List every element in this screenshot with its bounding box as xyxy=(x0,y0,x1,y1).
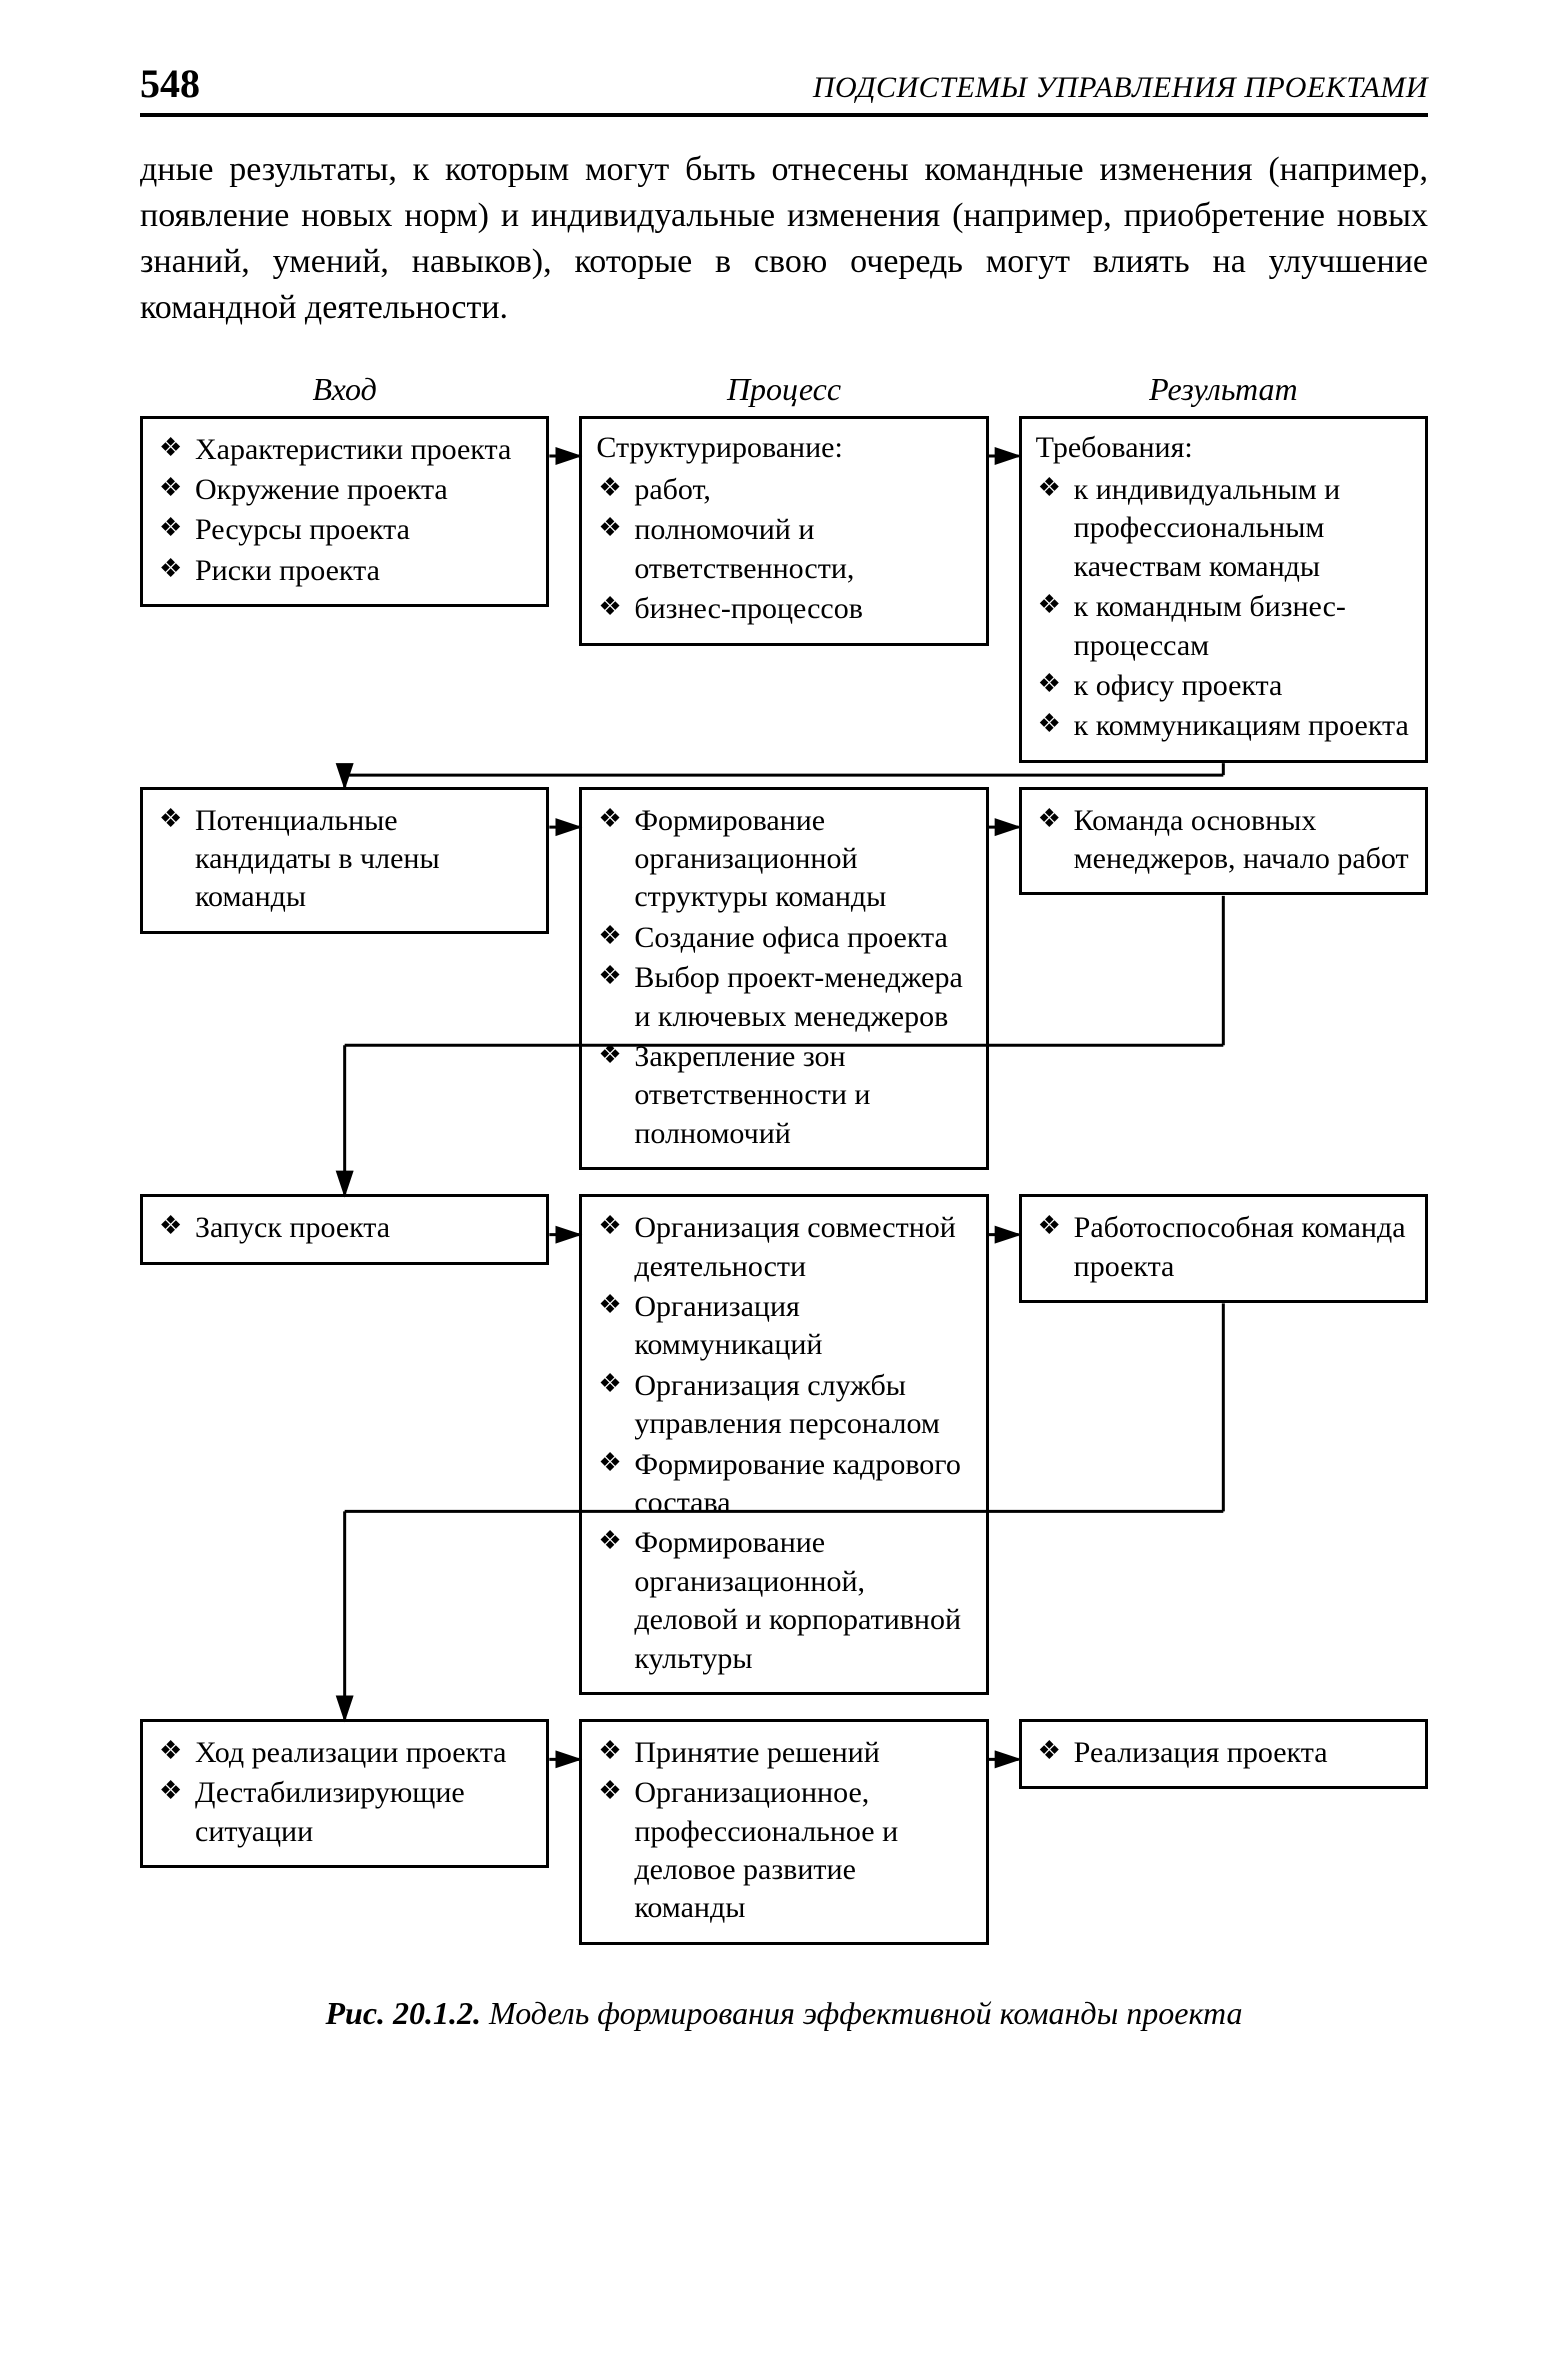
box-result: Требования: к индивидуальным и профессион… xyxy=(1019,416,1428,763)
box-item: к коммуникациям проекта xyxy=(1036,707,1411,745)
box-input: Потенциальные кандидаты в члены команды xyxy=(140,787,549,934)
box-lead: Требования: xyxy=(1036,429,1411,467)
box-item: Организация коммуникаций xyxy=(596,1288,971,1365)
column-headers: Вход Процесс Результат xyxy=(140,371,1428,408)
box-input: Ход реализации проектаДестабилизирующие … xyxy=(140,1719,549,1868)
box-item: к командным бизнес-процессам xyxy=(1036,588,1411,665)
box-result: Работоспособная команда проекта xyxy=(1019,1194,1428,1303)
figure-number: Рис. 20.1.2. xyxy=(325,1995,481,2031)
box-item: Работоспособная команда проекта xyxy=(1036,1209,1411,1286)
page-header: 548 ПОДСИСТЕМЫ УПРАВЛЕНИЯ ПРОЕКТАМИ xyxy=(140,60,1428,117)
box-item: Формирование организационной структуры к… xyxy=(596,802,971,917)
box-item: Потенциальные кандидаты в члены команды xyxy=(157,802,532,917)
box-item: Риски проекта xyxy=(157,552,532,590)
col-header-input: Вход xyxy=(140,371,549,408)
box-item: Закрепление зон ответственности и полном… xyxy=(596,1038,971,1153)
diagram-row: Запуск проекта Организация совместной дея… xyxy=(140,1194,1428,1695)
box-item: Команда основных менеджеров, начало рабо… xyxy=(1036,802,1411,879)
box-item: к индивидуальным и профессиональным каче… xyxy=(1036,471,1411,586)
box-process: Принятие решенийОрганизационное, професс… xyxy=(579,1719,988,1945)
box-process: Организация совместной деятельностиОрган… xyxy=(579,1194,988,1695)
diagram-row: Потенциальные кандидаты в члены команды Ф… xyxy=(140,787,1428,1171)
box-result: Команда основных менеджеров, начало рабо… xyxy=(1019,787,1428,896)
col-header-process: Процесс xyxy=(579,371,988,408)
box-item: Ресурсы проекта xyxy=(157,511,532,549)
box-item: Дестабилизирующие ситуации xyxy=(157,1774,532,1851)
figure-caption: Рис. 20.1.2. Модель формирования эффекти… xyxy=(140,1995,1428,2032)
box-item: Окружение проекта xyxy=(157,471,532,509)
box-item: Организационное, профессиональное и дело… xyxy=(596,1774,971,1928)
box-item: Принятие решений xyxy=(596,1734,971,1772)
box-item: к офису проекта xyxy=(1036,667,1411,705)
box-item: работ, xyxy=(596,471,971,509)
diagram-row: Ход реализации проектаДестабилизирующие … xyxy=(140,1719,1428,1945)
page-number: 548 xyxy=(140,60,200,107)
box-process: Структурирование: работ,полномочий и отве… xyxy=(579,416,988,646)
box-item: Формирование организационной, деловой и … xyxy=(596,1524,971,1678)
diagram: Вход Процесс Результат Характеристики пр… xyxy=(140,371,1428,1945)
box-item: Организация совместной деятельности xyxy=(596,1209,971,1286)
box-item: Ход реализации проекта xyxy=(157,1734,532,1772)
box-input: Характеристики проектаОкружение проектаР… xyxy=(140,416,549,608)
box-item: Реализация проекта xyxy=(1036,1734,1411,1772)
box-item: Организация службы управления персоналом xyxy=(596,1367,971,1444)
box-process: Формирование организационной структуры к… xyxy=(579,787,988,1171)
running-head: ПОДСИСТЕМЫ УПРАВЛЕНИЯ ПРОЕКТАМИ xyxy=(813,71,1428,105)
box-input: Запуск проекта xyxy=(140,1194,549,1264)
body-paragraph: дные результаты, к которым могут быть от… xyxy=(140,147,1428,331)
box-lead: Структурирование: xyxy=(596,429,971,467)
box-item: Формирование кадрового состава xyxy=(596,1446,971,1523)
figure-caption-text: Модель формирования эффективной команды … xyxy=(489,1995,1243,2031)
col-header-result: Результат xyxy=(1019,371,1428,408)
box-item: Создание офиса проекта xyxy=(596,919,971,957)
diagram-row: Характеристики проектаОкружение проектаР… xyxy=(140,416,1428,763)
box-item: Запуск проекта xyxy=(157,1209,532,1247)
box-item: полномочий и ответственности, xyxy=(596,511,971,588)
box-item: бизнес-процессов xyxy=(596,590,971,628)
box-item: Выбор проект-менеджера и ключевых менедж… xyxy=(596,959,971,1036)
box-result: Реализация проекта xyxy=(1019,1719,1428,1789)
box-item: Характеристики проекта xyxy=(157,431,532,469)
